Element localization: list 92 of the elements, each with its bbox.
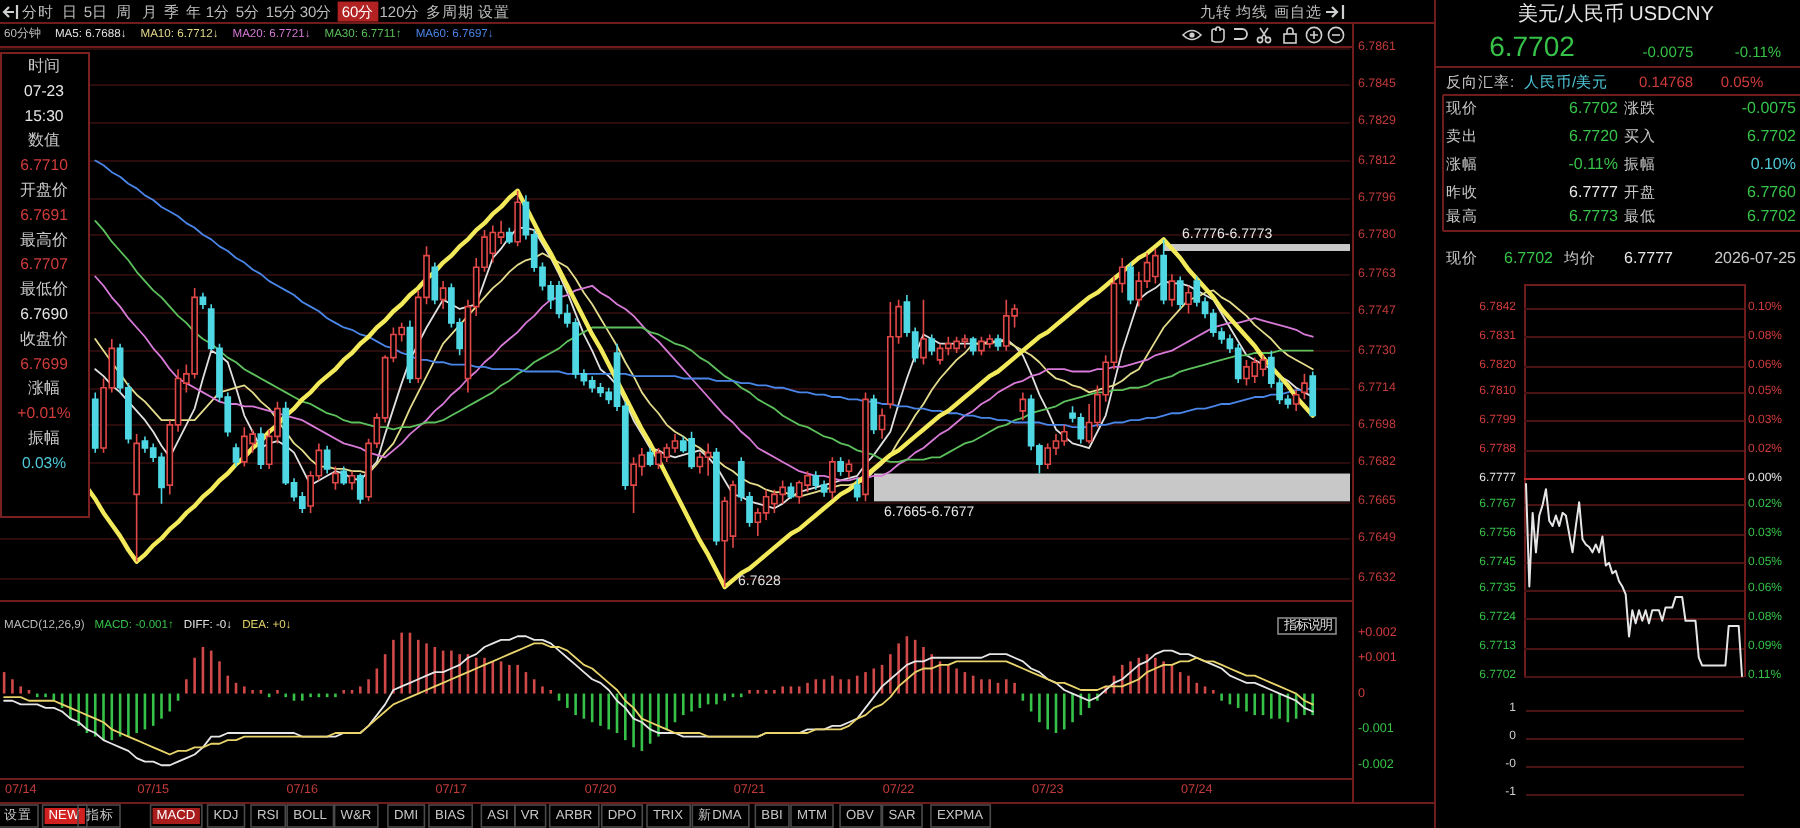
text: 0.10% — [1750, 155, 1796, 173]
candlestick — [406, 319, 414, 384]
candlestick — [141, 435, 149, 454]
candlestick — [886, 301, 894, 410]
line-series — [1525, 482, 1743, 677]
candlestick — [920, 298, 927, 366]
candlestick — [1077, 412, 1085, 445]
candlestick — [969, 335, 977, 357]
candlestick — [1160, 238, 1168, 306]
candlestick — [1185, 284, 1192, 315]
candlestick — [953, 335, 960, 354]
candlestick — [1019, 391, 1027, 421]
candlestick — [1127, 261, 1134, 306]
candlestick — [1301, 373, 1308, 401]
candlestick — [439, 280, 447, 310]
candlestick — [787, 481, 795, 500]
candlestick — [671, 433, 679, 454]
candlestick — [356, 472, 364, 505]
candlestick — [91, 391, 99, 454]
candlestick — [1060, 424, 1068, 447]
candlestick — [936, 342, 944, 366]
candlestick — [348, 470, 356, 491]
candlestick — [986, 333, 994, 350]
candlestick — [870, 393, 878, 435]
candlestick — [597, 382, 604, 398]
text: 6.7702 — [1747, 127, 1798, 145]
candlestick — [332, 465, 339, 491]
text: 6.7773 — [1569, 207, 1620, 225]
candlestick — [829, 456, 836, 500]
candlestick — [514, 189, 521, 248]
candlestick — [944, 335, 952, 357]
candlestick — [978, 335, 985, 357]
candlestick — [961, 333, 969, 350]
candlestick — [257, 426, 265, 470]
candlestick — [795, 479, 803, 505]
candlestick — [820, 479, 828, 498]
candlestick — [812, 470, 820, 491]
candlestick — [779, 479, 787, 505]
candlestick — [489, 224, 497, 264]
candlestick — [323, 444, 331, 475]
candlestick — [1002, 298, 1010, 352]
text: 2026-07-25 — [1714, 249, 1798, 267]
text: 6.7702 — [1747, 207, 1798, 225]
text: 6.7777 — [1569, 183, 1620, 201]
line-series — [94, 275, 1314, 482]
text: 6.7702 — [1569, 99, 1620, 117]
candlestick — [837, 456, 845, 477]
line-series — [94, 159, 1314, 429]
text: 美元/人民币 USDCNY — [1518, 2, 1715, 26]
candlestick — [862, 391, 869, 503]
candlestick — [663, 442, 671, 463]
candlestick — [1176, 275, 1184, 310]
candlestick — [1251, 356, 1259, 384]
candlestick — [1168, 273, 1176, 308]
candlestick — [431, 261, 439, 306]
candlestick — [713, 447, 720, 547]
candlestick — [688, 430, 695, 470]
candlestick — [133, 433, 141, 563]
candlestick — [1234, 342, 1242, 384]
candlestick — [646, 447, 654, 468]
candlestick — [630, 456, 637, 514]
candlestick — [928, 333, 936, 357]
candlestick — [696, 451, 704, 475]
candlestick — [555, 280, 563, 319]
text: -0.0075 — [1741, 99, 1798, 117]
candlestick — [1044, 442, 1052, 470]
candlestick — [771, 488, 778, 514]
text: 6.7702 — [1504, 249, 1555, 267]
text: 6.7760 — [1747, 183, 1798, 201]
line-series — [84, 188, 1315, 590]
candlestick — [199, 291, 207, 310]
candlestick — [505, 227, 513, 245]
candlestick — [853, 477, 861, 503]
line-series — [94, 219, 1314, 463]
candlestick — [845, 458, 853, 479]
candlestick — [240, 426, 248, 468]
candlestick — [878, 407, 886, 440]
candlestick — [1243, 359, 1250, 387]
candlestick — [158, 451, 165, 505]
candlestick — [994, 333, 1002, 352]
text: 6.7777 — [1624, 249, 1675, 267]
candlestick — [340, 465, 348, 486]
candlestick — [232, 442, 240, 468]
candlestick — [1152, 247, 1159, 285]
candlestick — [1259, 354, 1267, 377]
text: 6.7720 — [1569, 127, 1620, 145]
candlestick — [1292, 389, 1300, 412]
candlestick — [655, 447, 662, 470]
candlestick — [1309, 370, 1317, 417]
candlestick — [588, 375, 596, 394]
text: -0.11% — [1568, 155, 1618, 173]
candlestick — [704, 442, 712, 477]
